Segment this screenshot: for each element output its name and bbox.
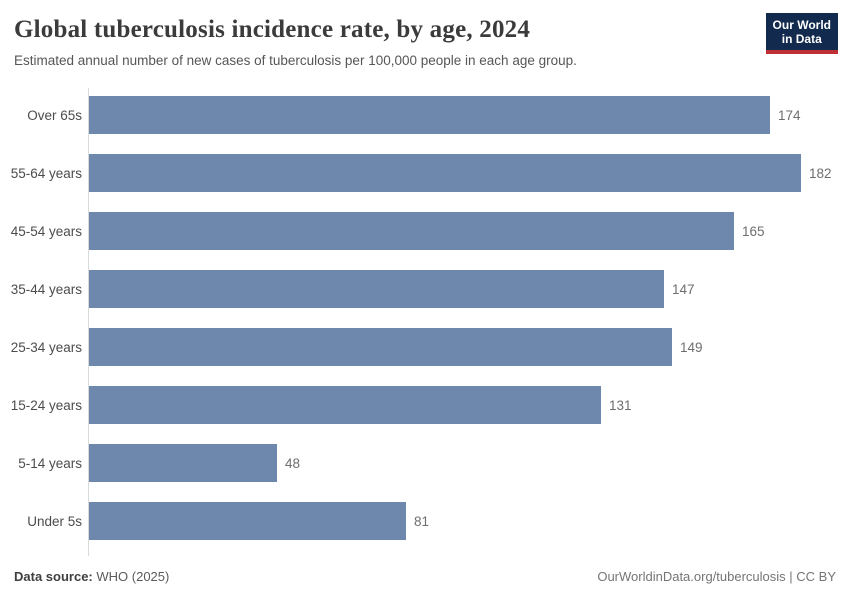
owid-logo-line1: Our World: [772, 18, 831, 32]
value-label: 149: [680, 339, 703, 355]
bar[interactable]: [89, 212, 734, 250]
category-label: 55-64 years: [10, 165, 82, 181]
chart-footer: Data source: WHO (2025) OurWorldinData.o…: [14, 569, 836, 584]
bar[interactable]: [89, 270, 664, 308]
category-label: 25-34 years: [10, 339, 82, 355]
chart-bar-row: Under 5s 81: [0, 492, 850, 550]
category-label: 45-54 years: [10, 223, 82, 239]
bar[interactable]: [89, 154, 801, 192]
category-label: Under 5s: [27, 513, 82, 529]
chart-bar-row: 35-44 years 147: [0, 260, 850, 318]
bar[interactable]: [89, 444, 277, 482]
chart-title: Global tuberculosis incidence rate, by a…: [14, 16, 531, 43]
bar[interactable]: [89, 328, 672, 366]
value-label: 81: [414, 513, 430, 529]
value-label: 182: [809, 165, 832, 181]
value-label: 48: [285, 455, 301, 471]
y-axis-line: [88, 88, 89, 556]
category-label: 35-44 years: [10, 281, 82, 297]
bar[interactable]: [89, 386, 601, 424]
chart-bar-row: 15-24 years 131: [0, 376, 850, 434]
chart-bar-row: 5-14 years 48: [0, 434, 850, 492]
owid-logo-line2: in Data: [781, 32, 822, 46]
chart-bar-row: 25-34 years 149: [0, 318, 850, 376]
bar-chart: Over 65s 174 55-64 years 182 45-54 years…: [0, 86, 850, 550]
bar[interactable]: [89, 96, 770, 134]
chart-bar-row: Over 65s 174: [0, 86, 850, 144]
value-label: 174: [778, 107, 801, 123]
chart-bar-row: 55-64 years 182: [0, 144, 850, 202]
data-source-value: WHO (2025): [96, 569, 170, 584]
category-label: Over 65s: [27, 107, 82, 123]
value-label: 165: [742, 223, 765, 239]
chart-bar-row: 45-54 years 165: [0, 202, 850, 260]
owid-logo[interactable]: Our World in Data: [765, 13, 838, 54]
bar[interactable]: [89, 502, 406, 540]
value-label: 131: [609, 397, 632, 413]
chart-subtitle: Estimated annual number of new cases of …: [14, 53, 577, 68]
category-label: 5-14 years: [18, 455, 82, 471]
data-source: Data source: WHO (2025): [14, 569, 169, 584]
attribution-link[interactable]: OurWorldinData.org/tuberculosis | CC BY: [597, 569, 836, 584]
data-source-label: Data source:: [14, 569, 93, 584]
category-label: 15-24 years: [10, 397, 82, 413]
value-label: 147: [672, 281, 695, 297]
